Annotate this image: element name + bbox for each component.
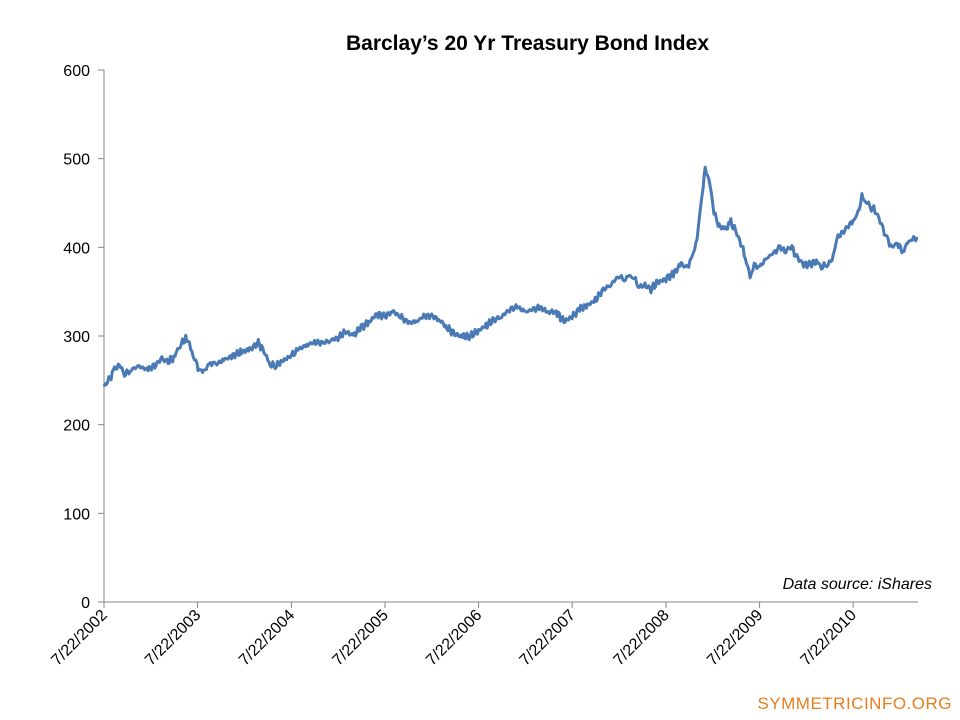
x-tick-label: 7/22/2009	[704, 607, 766, 669]
y-axis-ticks: 0 100 200 300 400 500 600	[63, 63, 104, 612]
chart-axes	[103, 70, 918, 603]
data-source-note: Data source: iShares	[782, 576, 932, 593]
x-axis-ticks: 7/22/2002 7/22/2003 7/22/2004 7/22/2005 7/22…	[48, 602, 860, 669]
y-tick-label: 300	[63, 329, 90, 346]
x-tick-label: 7/22/2002	[48, 607, 110, 669]
y-tick-label: 200	[63, 418, 90, 435]
x-tick-label: 7/22/2008	[610, 607, 672, 669]
x-tick-label: 7/22/2004	[236, 607, 298, 669]
y-tick-label: 400	[63, 240, 90, 257]
x-tick-label: 7/22/2007	[517, 607, 579, 669]
watermark-text: SYMMETRICINFO.ORG	[757, 694, 952, 713]
x-tick-label: 7/22/2006	[423, 607, 485, 669]
x-tick-label: 7/22/2010	[798, 607, 860, 669]
x-tick-label: 7/22/2005	[329, 607, 391, 669]
y-tick-label: 500	[63, 152, 90, 169]
chart-title: Barclay’s 20 Yr Treasury Bond Index	[345, 32, 709, 55]
y-tick-label: 0	[81, 595, 90, 612]
y-tick-label: 600	[63, 63, 90, 80]
x-tick-label: 7/22/2003	[142, 607, 204, 669]
y-tick-label: 100	[63, 506, 90, 523]
series-line	[102, 165, 919, 388]
